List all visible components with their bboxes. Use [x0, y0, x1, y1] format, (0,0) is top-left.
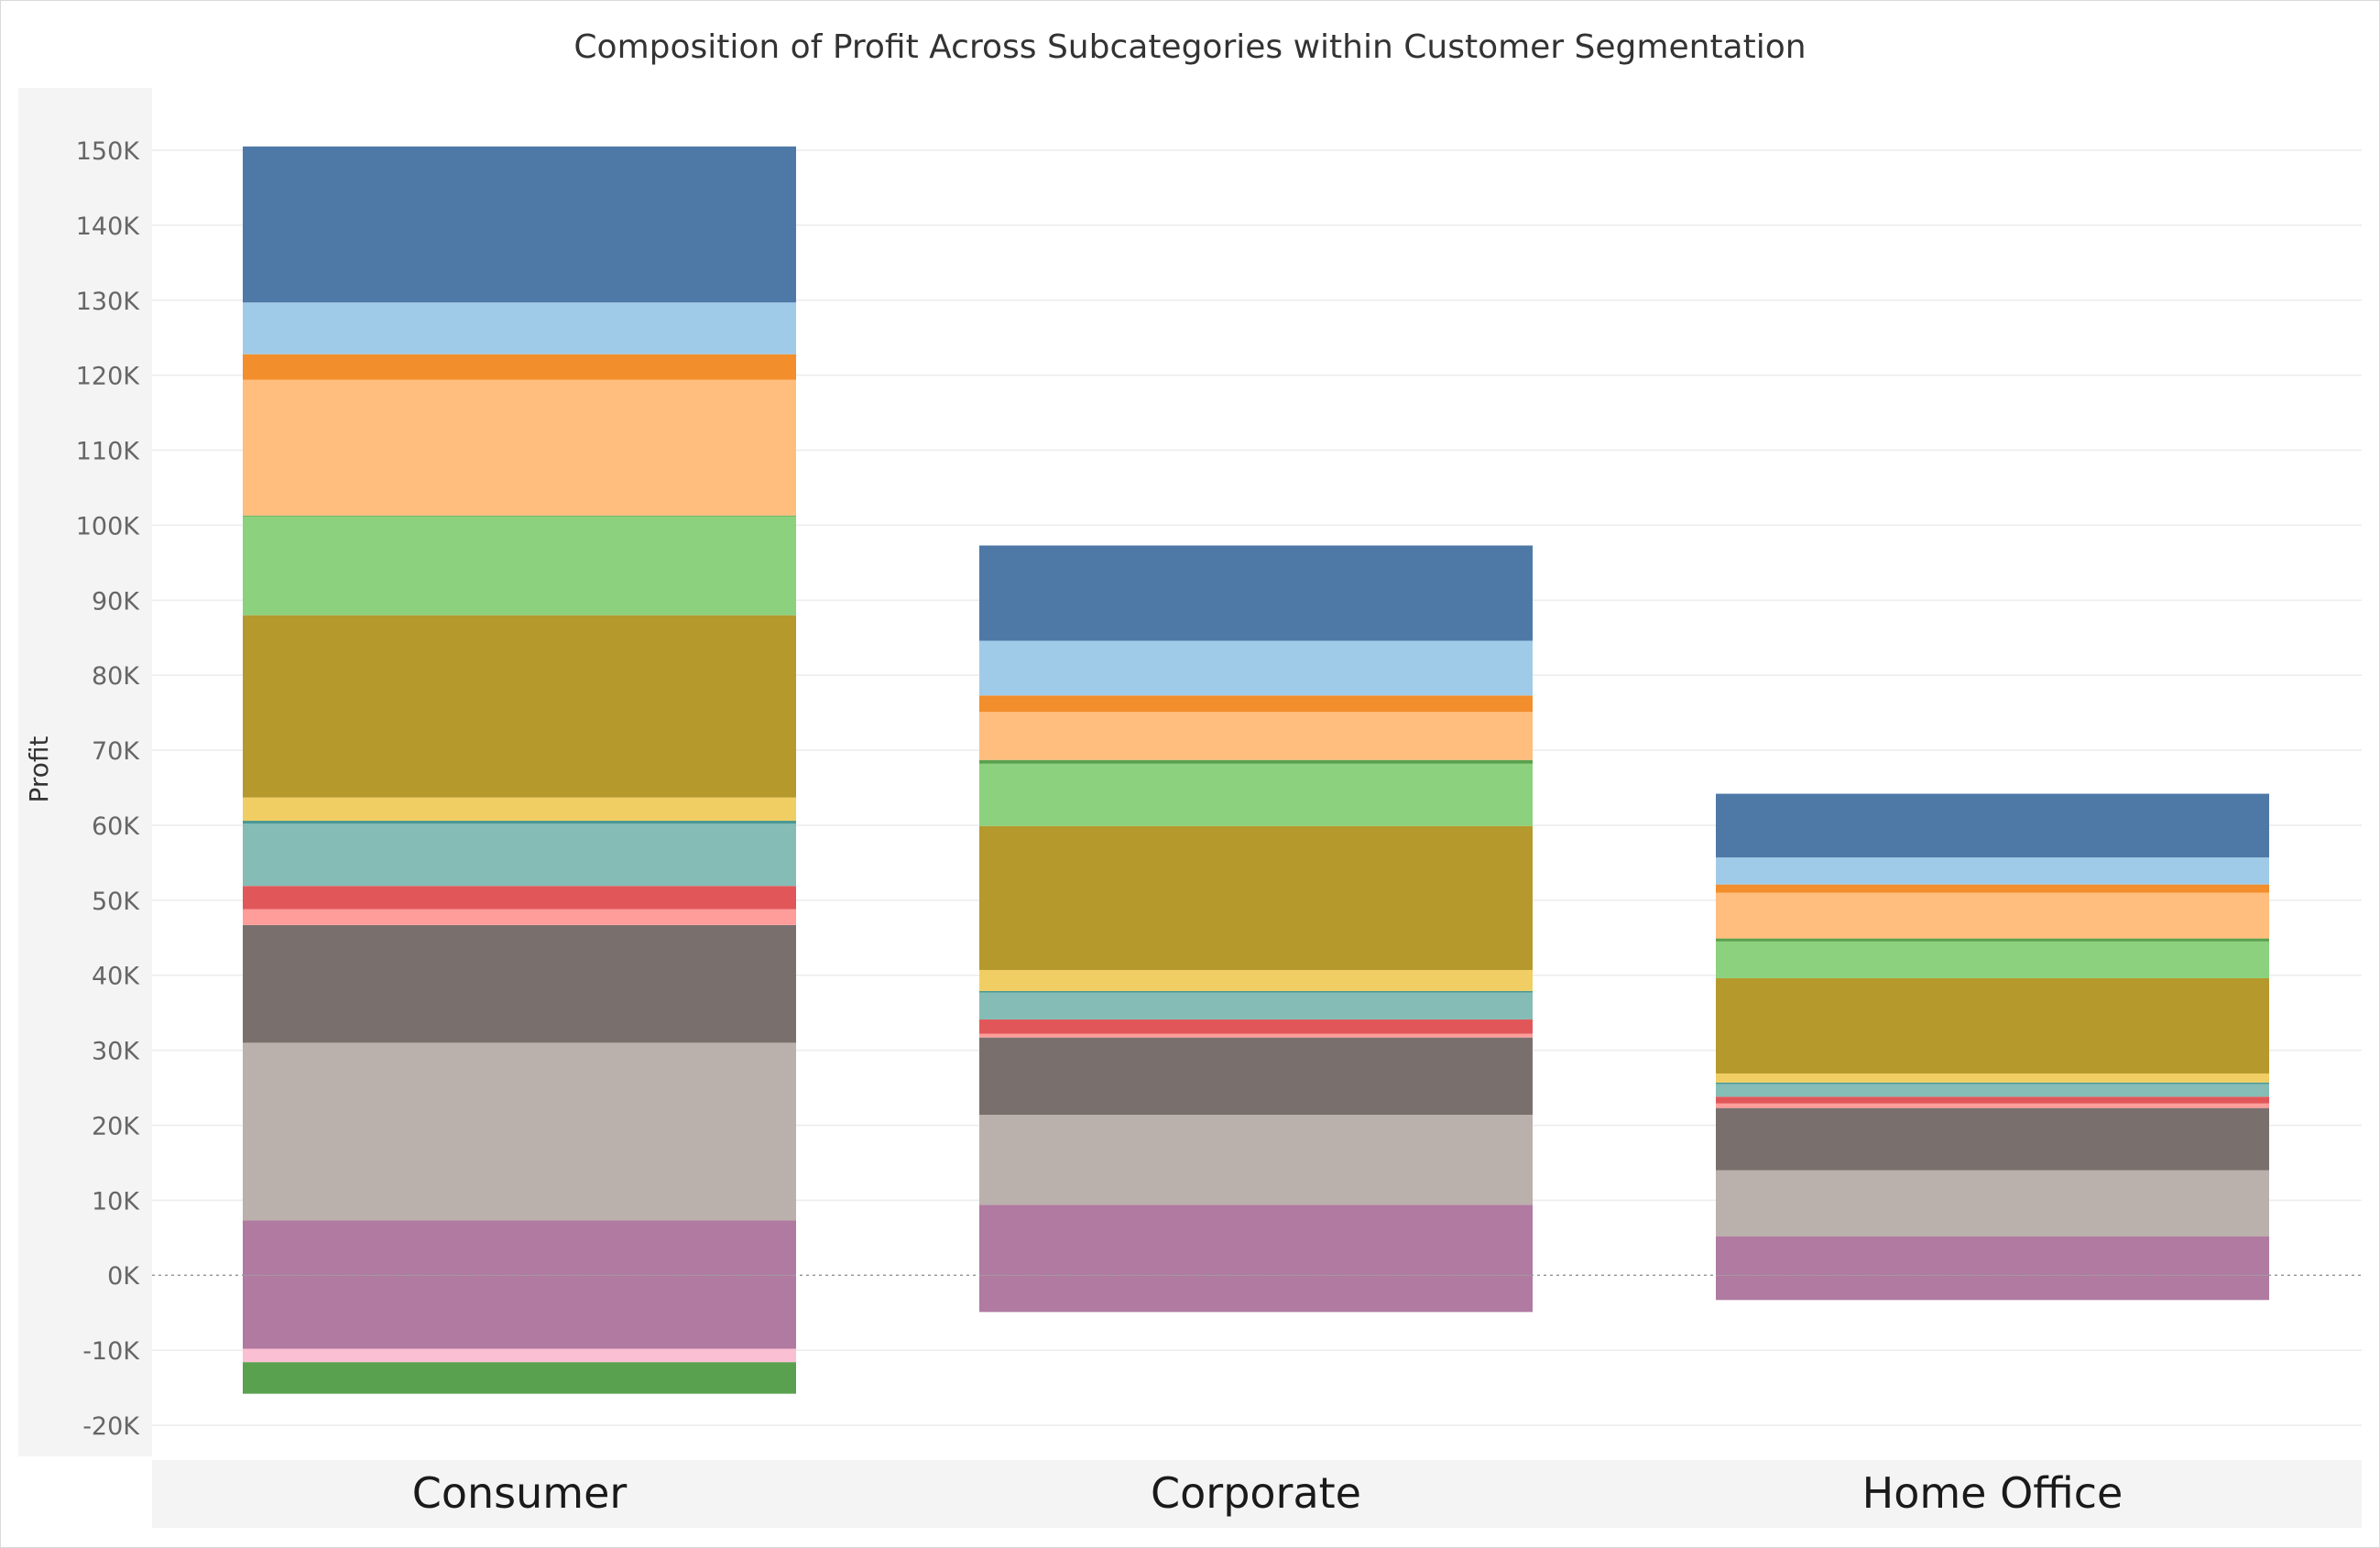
bar-segment-consumer-9	[243, 516, 796, 616]
y-axis-panel	[18, 88, 152, 1456]
y-tick-label: 0K	[107, 1262, 140, 1291]
bar-segment-home-office-13	[1716, 857, 2269, 885]
bar-segment-home-office-0	[1716, 1236, 2269, 1276]
y-tick-label: -10K	[82, 1337, 140, 1366]
bar-segment-consumer-17	[243, 1362, 796, 1394]
bar-segment-consumer-2	[243, 924, 796, 1043]
x-category-label: Consumer	[412, 1468, 628, 1518]
bar-segment-home-office-14	[1716, 793, 2269, 858]
y-tick-label: 110K	[76, 438, 141, 466]
y-tick-label: 60K	[92, 812, 140, 841]
bar-segment-home-office-3	[1716, 1103, 2269, 1108]
bar-segment-corporate-12	[979, 695, 1533, 713]
bar-segment-consumer-4	[243, 886, 796, 910]
y-tick-label: 120K	[76, 363, 141, 391]
bar-segment-corporate-15	[979, 1275, 1533, 1313]
y-tick-label: 90K	[92, 587, 140, 616]
bar-segment-home-office-6	[1716, 1082, 2269, 1085]
bar-segment-home-office-1	[1716, 1170, 2269, 1237]
bar-segment-corporate-10	[979, 759, 1533, 764]
bar-segment-corporate-13	[979, 640, 1533, 696]
bar-segment-home-office-5	[1716, 1084, 2269, 1097]
bar-segment-home-office-12	[1716, 884, 2269, 893]
bar-segment-consumer-16	[243, 1348, 796, 1363]
bar-segment-consumer-13	[243, 302, 796, 354]
bar-segment-corporate-0	[979, 1205, 1533, 1276]
bar-segment-consumer-1	[243, 1042, 796, 1221]
y-tick-label: 70K	[92, 737, 140, 766]
bar-segment-corporate-8	[979, 825, 1533, 970]
bar-segment-corporate-9	[979, 763, 1533, 826]
bar-segment-consumer-10	[243, 515, 796, 517]
y-tick-label: 20K	[92, 1112, 140, 1140]
bar-segment-corporate-7	[979, 969, 1533, 991]
bar-segment-home-office-4	[1716, 1096, 2269, 1104]
bar-segment-corporate-2	[979, 1037, 1533, 1116]
y-tick-label: 100K	[76, 512, 141, 540]
bar-segment-consumer-5	[243, 823, 796, 887]
bar-segment-consumer-11	[243, 379, 796, 516]
x-axis-panel	[152, 1460, 2362, 1528]
chart-title: Composition of Profit Across Subcategori…	[573, 28, 1806, 66]
bar-segment-home-office-15	[1716, 1275, 2269, 1301]
y-tick-label: 150K	[76, 137, 141, 166]
y-tick-label: 140K	[76, 213, 141, 241]
y-tick-label: 80K	[92, 662, 140, 691]
bar-segment-consumer-7	[243, 797, 796, 822]
y-tick-label: -20K	[82, 1412, 140, 1441]
bar-segment-corporate-14	[979, 545, 1533, 641]
bar-segment-home-office-9	[1716, 941, 2269, 978]
bar-segment-consumer-14	[243, 146, 796, 303]
bar-segment-home-office-10	[1716, 938, 2269, 942]
bar-segment-home-office-7	[1716, 1073, 2269, 1083]
bar-segment-consumer-0	[243, 1220, 796, 1276]
bar-segment-corporate-6	[979, 990, 1533, 993]
bar-segment-corporate-5	[979, 992, 1533, 1020]
bar-segment-corporate-11	[979, 712, 1533, 760]
y-tick-label: 10K	[92, 1187, 140, 1216]
y-tick-label: 130K	[76, 288, 141, 316]
bar-segment-consumer-8	[243, 615, 796, 798]
bar-segment-consumer-6	[243, 821, 796, 824]
bar-segment-consumer-3	[243, 909, 796, 925]
y-tick-label: 50K	[92, 888, 140, 916]
bar-segment-consumer-15	[243, 1275, 796, 1349]
bar-segment-corporate-1	[979, 1115, 1533, 1205]
y-tick-label: 30K	[92, 1038, 140, 1066]
y-tick-label: 40K	[92, 963, 140, 991]
bar-segment-home-office-11	[1716, 892, 2269, 939]
bar-segment-consumer-12	[243, 354, 796, 380]
bar-segment-corporate-3	[979, 1033, 1533, 1038]
bar-segment-home-office-2	[1716, 1107, 2269, 1171]
x-category-label: Corporate	[1151, 1468, 1361, 1518]
bar-segment-corporate-4	[979, 1019, 1533, 1034]
x-category-label: Home Office	[1862, 1468, 2123, 1518]
y-axis-title: Profit	[24, 736, 54, 802]
bar-segment-home-office-8	[1716, 977, 2269, 1074]
